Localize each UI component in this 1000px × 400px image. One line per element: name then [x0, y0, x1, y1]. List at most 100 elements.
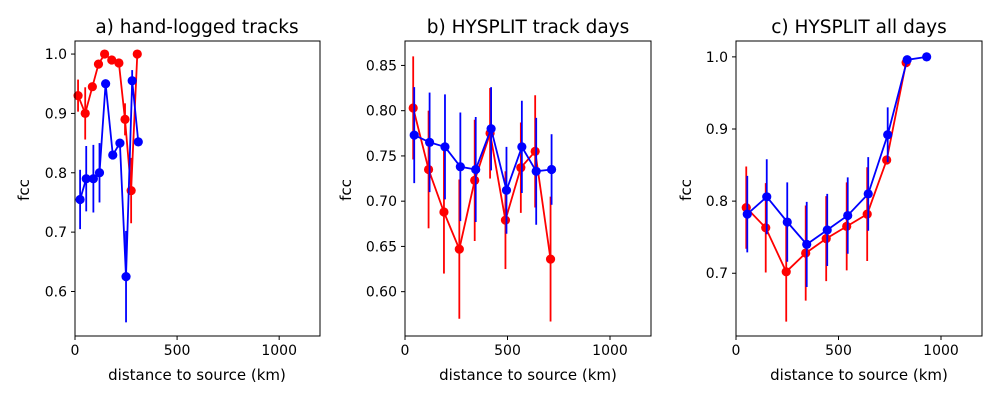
- panel-b-blue-point-3: [455, 162, 465, 172]
- panel-b-blue-point-1: [425, 137, 435, 147]
- panel-a-plot-area: 0 500 1000 0.6 0.7 0.8 0.9 1.0: [45, 40, 321, 359]
- panel-b-blue-point-2: [440, 142, 450, 152]
- panel-a-xtick-label-2: 1000: [261, 343, 297, 359]
- panel-b-blue-point-6: [501, 185, 512, 195]
- panel-a-red-point-1: [80, 108, 90, 119]
- panel-b-ytick-label-3: 0.75: [366, 149, 397, 165]
- panel-c-xtick-label-0: 0: [732, 343, 741, 359]
- panel-b-ylabel: fcc: [337, 179, 355, 201]
- panel-c-blue-point-0: [742, 209, 752, 219]
- panel-c-blue-point-3: [802, 239, 812, 249]
- panel-b-red-point-8: [530, 146, 540, 156]
- panel-a-blue-point-7: [121, 272, 131, 282]
- panel-c-blue-point-5: [843, 210, 853, 221]
- panel-b-red-line: [412, 107, 552, 260]
- panel-a-ytick-label-0: 0.6: [45, 284, 67, 300]
- panel-c-red-point-1: [761, 223, 771, 233]
- panel-c-blue-point-9: [922, 52, 932, 62]
- panel-c-xtick-label-2: 1000: [923, 343, 959, 359]
- panel-b-ytick-label-4: 0.80: [366, 104, 397, 120]
- panel-c-axes-frame: [735, 40, 983, 337]
- panel-c: c) HYSPLIT all days distance to source (…: [677, 17, 983, 384]
- panel-b-red-point-2: [439, 207, 449, 217]
- panel-a-blue-point-4: [101, 79, 111, 89]
- panel-a-blue-point-5: [108, 150, 118, 160]
- panel-c-blue-point-8: [902, 55, 912, 65]
- panel-a-blue-point-2: [88, 174, 98, 184]
- panel-a-red-point-0: [73, 91, 83, 101]
- panel-a-red-point-6: [114, 58, 124, 68]
- panel-b-title: b) HYSPLIT track days: [427, 17, 630, 38]
- panel-a: a) hand-logged tracks distance to source…: [15, 17, 321, 384]
- panel-b-blue-line: [413, 125, 552, 194]
- panel-b-xtick-label-0: 0: [401, 343, 410, 359]
- panel-c-blue-point-2: [782, 217, 792, 227]
- panel-c-xtick-label-1: 500: [825, 343, 852, 359]
- panel-a-red-point-9: [132, 49, 142, 59]
- panel-b-ytick-label-0: 0.60: [366, 285, 397, 301]
- panel-b: b) HYSPLIT track days distance to source…: [337, 17, 652, 384]
- panel-a-red-point-3: [93, 59, 104, 69]
- panel-c-blue-line: [746, 56, 927, 246]
- panel-b-xtick-label-1: 500: [494, 343, 521, 359]
- panel-a-red-line: [77, 52, 139, 191]
- panel-b-blue-point-9: [546, 164, 557, 175]
- panel-b-blue-point-5: [486, 124, 496, 134]
- panel-b-ytick-label-1: 0.65: [366, 239, 397, 255]
- panel-b-red-point-4: [470, 175, 480, 185]
- panel-a-ytick-label-3: 0.9: [45, 106, 67, 122]
- panel-c-red-point-5: [842, 221, 852, 231]
- panel-b-red-point-9: [545, 254, 556, 264]
- panel-b-xtick-label-2: 1000: [592, 343, 628, 359]
- panel-a-xtick-label-0: 0: [71, 343, 80, 359]
- panel-a-ytick-label-2: 0.8: [45, 166, 67, 182]
- panel-b-ytick-label-2: 0.70: [366, 194, 397, 210]
- panel-a-blue-point-9: [133, 137, 143, 147]
- panel-c-red-point-3: [801, 248, 811, 258]
- panel-a-title: a) hand-logged tracks: [95, 17, 298, 38]
- panel-c-ylabel: fcc: [677, 179, 695, 201]
- panel-c-ytick-label-1: 0.8: [706, 194, 728, 210]
- panel-a-blue-point-1: [81, 174, 91, 184]
- panel-c-blue-point-1: [762, 192, 772, 202]
- panel-c-xlabel: distance to source (km): [770, 366, 948, 384]
- panel-c-red-point-4: [821, 234, 831, 244]
- panel-b-red-point-3: [454, 244, 464, 254]
- panel-a-blue-point-3: [94, 168, 105, 178]
- panel-a-red-point-2: [87, 82, 97, 92]
- panel-a-red-point-5: [107, 55, 117, 65]
- panel-a-axes-frame: [74, 40, 321, 337]
- panel-b-blue-point-0: [409, 130, 419, 140]
- panel-c-blue-point-6: [863, 189, 873, 199]
- panel-b-red-point-6: [500, 215, 511, 225]
- panel-a-blue-point-8: [127, 76, 137, 86]
- panel-c-red-point-2: [781, 267, 791, 277]
- panel-b-red-point-7: [516, 163, 526, 173]
- panel-c-red-point-6: [862, 209, 872, 219]
- panel-c-plot-area: 0 500 1000 0.7 0.8 0.9 1.0: [706, 40, 983, 359]
- panel-c-ytick-label-2: 0.9: [706, 122, 728, 138]
- panel-b-blue-point-4: [471, 164, 481, 175]
- panel-b-red-point-0: [408, 103, 418, 113]
- panel-c-ytick-label-0: 0.7: [706, 266, 728, 282]
- panel-a-ytick-label-4: 1.0: [45, 47, 67, 63]
- panel-c-blue-point-4: [822, 225, 832, 235]
- panel-c-blue-point-7: [883, 130, 893, 140]
- panel-c-ytick-label-3: 1.0: [706, 50, 728, 66]
- panel-a-ylabel: fcc: [15, 179, 33, 201]
- panel-a-red-point-4: [100, 49, 110, 59]
- panel-b-axes-frame: [404, 40, 652, 337]
- panel-a-blue-point-6: [115, 138, 125, 148]
- panel-a-xlabel: distance to source (km): [108, 366, 286, 384]
- panel-b-xlabel: distance to source (km): [439, 366, 617, 384]
- panel-a-red-point-7: [120, 114, 130, 124]
- panel-a-blue-point-0: [75, 194, 85, 205]
- panel-b-blue-point-7: [517, 142, 527, 152]
- panel-b-blue-point-8: [531, 166, 541, 176]
- panel-c-red-point-7: [882, 155, 892, 165]
- panel-b-plot-area: 0 500 1000 0.60 0.65 0.70 0.75 0.80 0.85: [366, 40, 652, 359]
- panel-c-title: c) HYSPLIT all days: [771, 17, 947, 38]
- panel-a-xtick-label-1: 500: [164, 343, 191, 359]
